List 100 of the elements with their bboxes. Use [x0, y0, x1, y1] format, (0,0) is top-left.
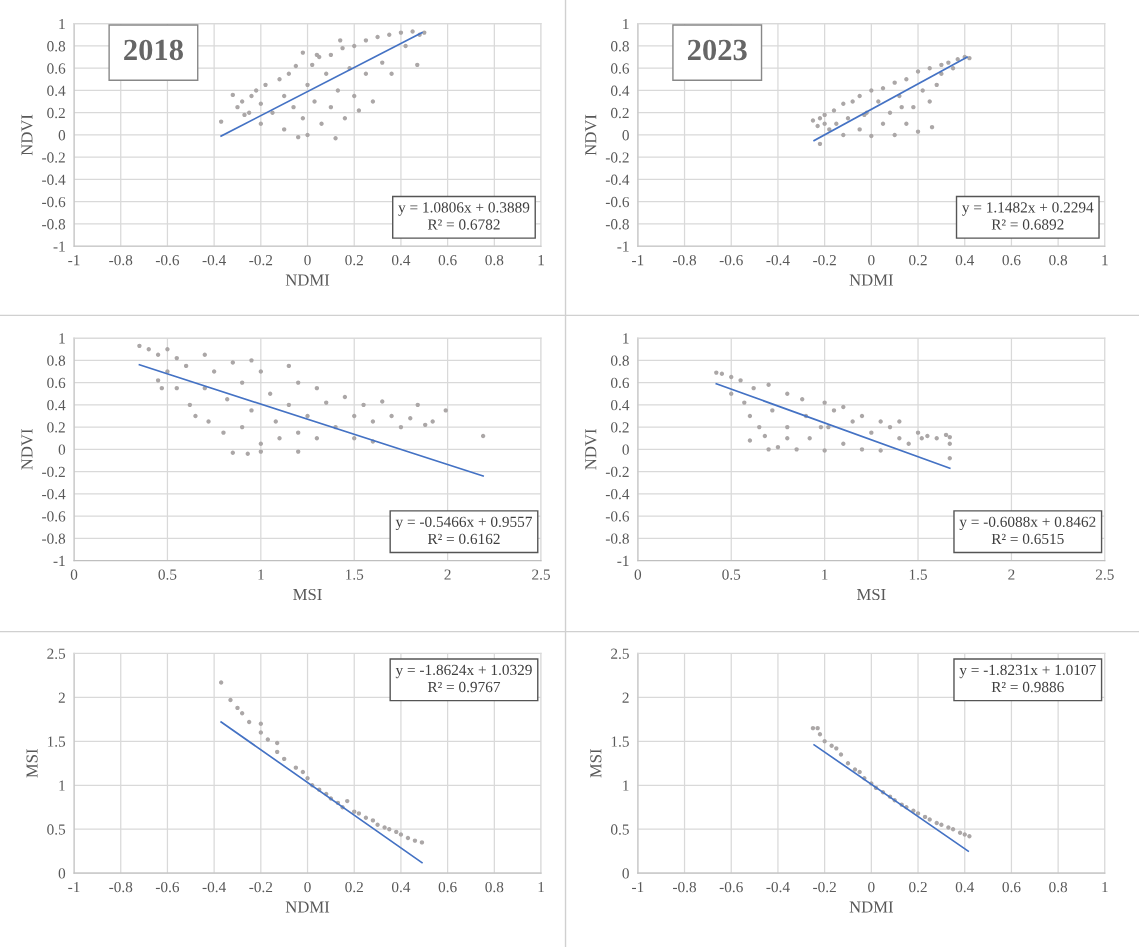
y-tick-label: 2 — [622, 692, 629, 703]
x-tick-label: 1 — [1102, 255, 1108, 266]
x-axis-title: NDMI — [849, 274, 893, 286]
x-tick-label: -0.6 — [719, 881, 743, 893]
x-tick-label: -0.2 — [813, 881, 836, 893]
x-tick-label: -0.4 — [202, 881, 226, 893]
x-tick-label: 0.4 — [391, 881, 411, 893]
y-tick-label: 2 — [58, 692, 65, 703]
x-tick-label: 0 — [634, 569, 642, 580]
x-tick-label: 0.6 — [438, 254, 457, 266]
y-tick-label: -0.8 — [605, 219, 629, 230]
y-tick-label: -0.6 — [605, 196, 630, 208]
x-axis-title: NDMI — [285, 274, 330, 286]
x-tick-label: 0.8 — [485, 881, 504, 893]
y-tick-label: 0.5 — [610, 824, 629, 835]
y-tick-label: -1 — [53, 241, 65, 252]
y-tick-label: 2.5 — [47, 648, 66, 659]
x-tick-label: 0 — [304, 254, 311, 266]
x-tick-label: 0.2 — [345, 881, 363, 893]
y-tick-label: 0.4 — [610, 85, 630, 96]
x-tick-label: -0.2 — [249, 881, 273, 893]
y-tick-label: 0.6 — [610, 377, 630, 389]
y-axis-title: NDVI — [585, 429, 597, 470]
x-tick-label: -0.8 — [109, 254, 133, 266]
annotation: y = 1.1482x + 0.2294 — [962, 202, 1094, 216]
y-tick-label: 0.2 — [610, 107, 629, 119]
annotation: y = -1.8624x + 1.0329 — [395, 664, 532, 679]
y-tick-label: 0 — [622, 868, 629, 879]
x-tick-label: 0.4 — [955, 254, 975, 266]
y-tick-label: 1 — [623, 333, 629, 344]
y-tick-label: -1 — [617, 555, 629, 566]
annotation: y = -0.6088x + 0.8462 — [959, 516, 1096, 531]
y-tick-label: 0.2 — [47, 107, 65, 119]
x-tick-label: 0.2 — [909, 881, 927, 893]
x-tick-label: 1.5 — [909, 569, 927, 580]
y-tick-label: -0.2 — [42, 466, 65, 478]
x-tick-label: -0.8 — [109, 881, 133, 893]
y-tick-label: 0.2 — [47, 422, 65, 433]
annotation: R² = 0.9767 — [427, 681, 501, 693]
x-tick-label: 0.2 — [345, 254, 363, 266]
y-tick-label: 0.4 — [47, 399, 66, 411]
x-tick-label: 1 — [258, 569, 264, 580]
y-axis-title: MSI — [26, 749, 38, 778]
x-tick-label: -1 — [632, 255, 644, 266]
x-tick-label: 1.5 — [346, 569, 364, 580]
y-tick-label: 0.8 — [610, 355, 629, 366]
x-tick-label: 0.4 — [955, 881, 975, 893]
annotation: y = -0.5466x + 0.9557 — [395, 516, 532, 531]
x-tick-label: 2 — [1008, 569, 1015, 580]
y-tick-label: 1 — [59, 780, 65, 791]
y-tick-label: 1 — [623, 18, 629, 29]
x-tick-label: 2 — [444, 569, 451, 580]
x-tick-label: -0.6 — [155, 254, 180, 266]
y-tick-label: 0.4 — [610, 399, 630, 411]
x-tick-label: -0.6 — [719, 254, 743, 266]
y-tick-label: 0.8 — [610, 41, 629, 52]
x-tick-label: -0.8 — [673, 254, 697, 266]
annotation: R² = 0.6515 — [991, 533, 1064, 545]
x-axis-title: NDMI — [849, 901, 893, 913]
y-tick-label: 0.8 — [47, 41, 66, 52]
y-tick-label: 1.5 — [47, 736, 66, 747]
x-tick-label: 0.5 — [158, 569, 177, 580]
x-tick-label: 0.8 — [485, 254, 504, 266]
x-tick-label: 1 — [1102, 881, 1108, 893]
y-axis-title: NDVI — [21, 429, 33, 470]
y-tick-label: 1 — [59, 333, 65, 344]
y-tick-label: 1 — [59, 18, 65, 29]
x-tick-label: -0.6 — [155, 881, 180, 893]
x-tick-label: 1 — [822, 569, 828, 580]
y-tick-label: -0.6 — [42, 511, 66, 522]
x-axis-title: NDMI — [285, 901, 330, 913]
y-tick-label: -0.4 — [605, 489, 630, 500]
x-tick-label: -0.2 — [249, 254, 273, 266]
x-tick-label: 0.6 — [1002, 881, 1021, 893]
annotation: 2023 — [687, 39, 747, 61]
y-tick-label: -1 — [617, 241, 629, 252]
x-tick-label: 0 — [70, 569, 78, 580]
y-tick-label: -0.6 — [42, 196, 66, 208]
y-tick-label: -0.8 — [605, 533, 629, 544]
y-tick-label: 0.6 — [47, 63, 66, 74]
y-tick-label: 0 — [58, 130, 66, 141]
x-tick-label: -1 — [68, 255, 80, 266]
annotation: R² = 0.9886 — [991, 681, 1064, 693]
y-tick-label: 0 — [622, 130, 629, 141]
x-tick-label: 0.8 — [1049, 254, 1068, 266]
y-tick-label: -0.6 — [605, 511, 630, 522]
y-axis-title: NDVI — [21, 114, 33, 156]
y-tick-label: 1.5 — [611, 736, 629, 747]
y-axis-title: MSI — [590, 749, 602, 778]
x-tick-label: 0.4 — [391, 254, 411, 266]
y-tick-label: -0.2 — [605, 152, 629, 163]
y-tick-label: 0.4 — [47, 85, 66, 96]
x-tick-label: -0.8 — [673, 881, 697, 893]
x-tick-label: -0.4 — [202, 254, 226, 266]
annotation: R² = 0.6782 — [427, 219, 500, 230]
y-tick-label: 0.5 — [47, 824, 66, 835]
x-tick-label: -0.4 — [766, 254, 790, 266]
x-tick-label: 0 — [868, 881, 875, 893]
y-tick-label: -0.8 — [42, 219, 66, 230]
annotation: R² = 0.6892 — [991, 219, 1064, 230]
